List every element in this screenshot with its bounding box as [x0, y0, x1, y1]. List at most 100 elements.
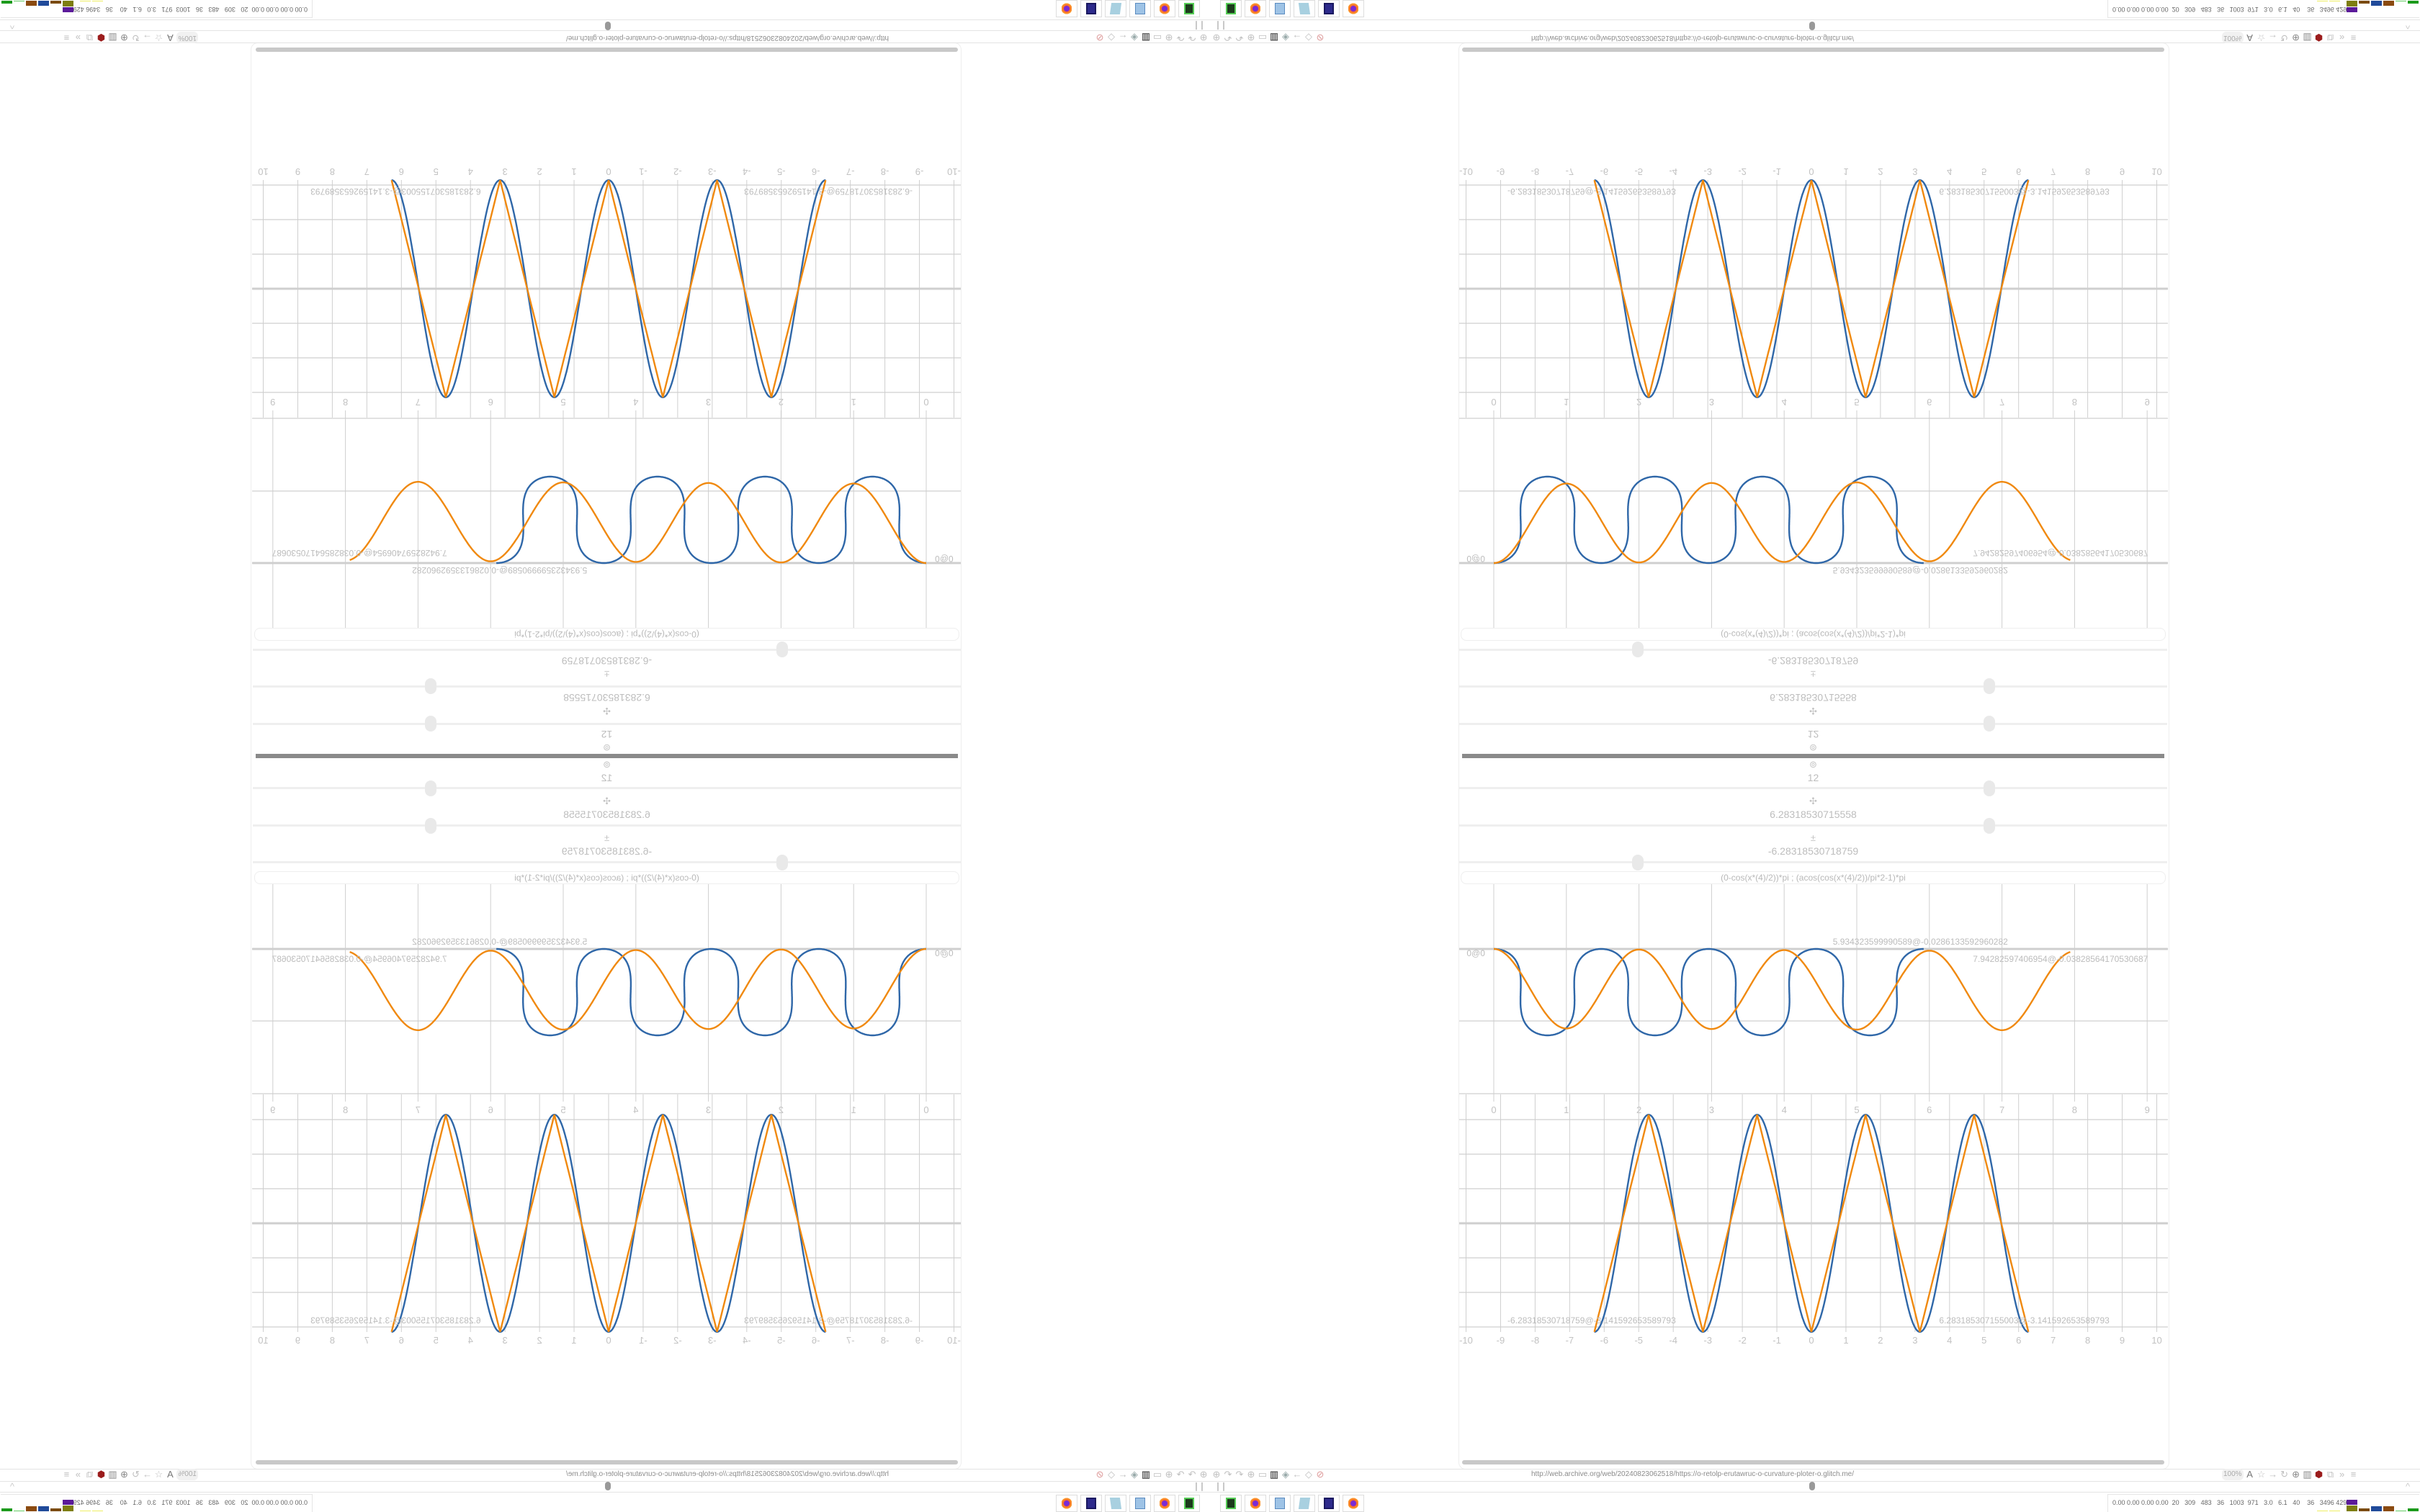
- trash-icon[interactable]: ▥: [1269, 32, 1279, 43]
- segments-slider-handle[interactable]: [1984, 780, 1995, 796]
- taskbar-floppy[interactable]: [1080, 0, 1102, 17]
- lock-crossed-icon[interactable]: ⊘: [1095, 1469, 1104, 1480]
- globe-icon[interactable]: ⊕: [1247, 1469, 1255, 1480]
- taskbar-terminal[interactable]: [1220, 0, 1242, 17]
- horizontal-scrollbar[interactable]: [1462, 48, 2164, 52]
- globe-icon[interactable]: ⊕: [1247, 32, 1255, 43]
- overflow-icon[interactable]: »: [2339, 32, 2345, 43]
- ublock-icon[interactable]: ⬢: [2314, 32, 2323, 43]
- taskbar-firefox[interactable]: [1154, 0, 1175, 17]
- shield-icon[interactable]: ◈: [1282, 32, 1289, 43]
- globe-icon[interactable]: ⊕: [2292, 32, 2300, 43]
- formula-input[interactable]: (0-cos(x*(4)/2))*pi ; (acos(cos(x*(4)/2)…: [1461, 871, 2166, 884]
- folder-icon[interactable]: ▭: [1258, 1469, 1268, 1480]
- horizontal-scrollbar[interactable]: [256, 48, 958, 52]
- globe-icon[interactable]: ⊕: [1212, 1469, 1221, 1480]
- address-bar[interactable]: [1210, 1469, 2420, 1482]
- forward-arrow-icon[interactable]: →: [142, 32, 152, 43]
- trash-icon[interactable]: ▥: [1141, 1469, 1151, 1480]
- back-arrow-icon[interactable]: ←: [1292, 1469, 1302, 1480]
- forward-arrow-icon[interactable]: →: [142, 1469, 152, 1480]
- trash-icon[interactable]: ▥: [2303, 32, 2312, 43]
- trash-icon[interactable]: ▥: [1269, 1469, 1279, 1480]
- lock-crossed-icon[interactable]: ⊘: [1316, 1469, 1325, 1480]
- forward-arrow-icon[interactable]: →: [2268, 1469, 2278, 1480]
- globe-icon[interactable]: ⊕: [1212, 32, 1221, 43]
- extension-icon[interactable]: ⧉: [86, 32, 94, 43]
- shield-icon[interactable]: ◈: [1282, 1469, 1289, 1480]
- taskbar-calculator[interactable]: [1269, 0, 1291, 17]
- zoom-level[interactable]: 100%: [2222, 1469, 2244, 1480]
- range-start-slider-handle[interactable]: [1632, 855, 1644, 870]
- globe-icon[interactable]: ⊕: [1165, 1469, 1173, 1480]
- media-icon[interactable]: [1809, 1482, 1815, 1490]
- reload-icon[interactable]: ↻: [2280, 1469, 2289, 1480]
- overflow-icon[interactable]: »: [75, 1469, 81, 1480]
- overflow-icon[interactable]: »: [75, 32, 81, 43]
- pause-icon[interactable]: ❙❙: [1214, 1481, 1227, 1491]
- star-icon[interactable]: ☆: [154, 1469, 163, 1480]
- range-end-slider[interactable]: [1459, 824, 2167, 827]
- range-end-slider-handle[interactable]: [1984, 818, 1995, 834]
- menu-icon[interactable]: ≡: [2350, 32, 2357, 43]
- translate-icon[interactable]: A: [167, 32, 174, 43]
- zoom-level[interactable]: 100%: [2222, 32, 2244, 43]
- menu-icon[interactable]: ≡: [2350, 1469, 2357, 1480]
- reload-icon[interactable]: ↻: [2280, 32, 2289, 43]
- ublock-icon[interactable]: ⬢: [97, 32, 106, 43]
- media-icon[interactable]: [1809, 22, 1815, 30]
- arc-icon[interactable]: ↷: [1176, 32, 1185, 43]
- globe-icon[interactable]: ⊕: [1165, 32, 1173, 43]
- taskbar-terminal[interactable]: [1178, 0, 1200, 17]
- back-arrow-icon[interactable]: ←: [1118, 1469, 1128, 1480]
- ublock-icon[interactable]: ⬢: [97, 1469, 106, 1480]
- taskbar-calculator[interactable]: [1129, 1495, 1151, 1512]
- system-monitor[interactable]: 0.00 0.00 0.00 0.00 20 309 483 36 1003 9…: [1, 0, 313, 18]
- globe-icon[interactable]: ⊕: [1199, 1469, 1208, 1480]
- star-icon[interactable]: ☆: [154, 32, 163, 43]
- arc-icon[interactable]: ↷: [1188, 1469, 1196, 1480]
- translate-icon[interactable]: A: [167, 1469, 174, 1480]
- taskbar-firefox[interactable]: [1343, 1495, 1364, 1512]
- taskbar-firefox[interactable]: [1245, 0, 1266, 17]
- star-icon[interactable]: ☆: [2257, 1469, 2266, 1480]
- system-monitor[interactable]: 0.00 0.00 0.00 0.00 20 309 483 36 1003 9…: [2107, 1494, 2419, 1512]
- shield-outline-icon[interactable]: ◇: [1305, 1469, 1312, 1480]
- arc-icon[interactable]: ↷: [1188, 32, 1196, 43]
- range-start-slider[interactable]: [1459, 861, 2167, 863]
- taskbar-notepad[interactable]: [1105, 1495, 1126, 1512]
- media-icon[interactable]: [605, 1482, 611, 1490]
- system-monitor[interactable]: 0.00 0.00 0.00 0.00 20 309 483 36 1003 9…: [1, 1494, 313, 1512]
- media-icon[interactable]: [605, 22, 611, 30]
- pause-icon[interactable]: ❙❙: [1214, 21, 1227, 31]
- zoom-level[interactable]: 100%: [176, 32, 198, 43]
- taskbar-notepad[interactable]: [1294, 1495, 1315, 1512]
- url-text[interactable]: http://web.archive.org/web/2024082306251…: [565, 1470, 889, 1478]
- back-arrow-icon[interactable]: ←: [1292, 32, 1302, 43]
- horizontal-scrollbar[interactable]: [1462, 1460, 2164, 1464]
- translate-icon[interactable]: A: [2246, 32, 2253, 43]
- horizontal-scrollbar[interactable]: [256, 1460, 958, 1464]
- forward-arrow-icon[interactable]: →: [2268, 32, 2278, 43]
- lock-crossed-icon[interactable]: ⊘: [1095, 32, 1104, 43]
- extension-icon[interactable]: ⧉: [86, 1469, 94, 1480]
- url-text[interactable]: http://web.archive.org/web/2024082306251…: [565, 34, 889, 42]
- taskbar-notepad[interactable]: [1294, 0, 1315, 17]
- taskbar-terminal[interactable]: [1178, 1495, 1200, 1512]
- system-monitor[interactable]: 0.00 0.00 0.00 0.00 20 309 483 36 1003 9…: [2107, 0, 2419, 18]
- taskbar-calculator[interactable]: [1129, 0, 1151, 17]
- taskbar-firefox[interactable]: [1056, 1495, 1077, 1512]
- shield-outline-icon[interactable]: ◇: [1108, 32, 1115, 43]
- chevron-up-icon[interactable]: ^: [9, 1481, 14, 1492]
- taskbar-floppy[interactable]: [1318, 0, 1340, 17]
- arc-icon[interactable]: ↷: [1176, 1469, 1185, 1480]
- trash-icon[interactable]: ▥: [2303, 1469, 2312, 1480]
- menu-icon[interactable]: ≡: [63, 32, 70, 43]
- taskbar-firefox[interactable]: [1343, 0, 1364, 17]
- shield-outline-icon[interactable]: ◇: [1305, 32, 1312, 43]
- segments-slider[interactable]: [1459, 787, 2167, 789]
- arc-icon[interactable]: ↷: [1224, 1469, 1232, 1480]
- extension-icon[interactable]: ⧉: [2326, 1469, 2334, 1480]
- overflow-icon[interactable]: »: [2339, 1469, 2345, 1480]
- trash-icon[interactable]: ▥: [108, 1469, 117, 1480]
